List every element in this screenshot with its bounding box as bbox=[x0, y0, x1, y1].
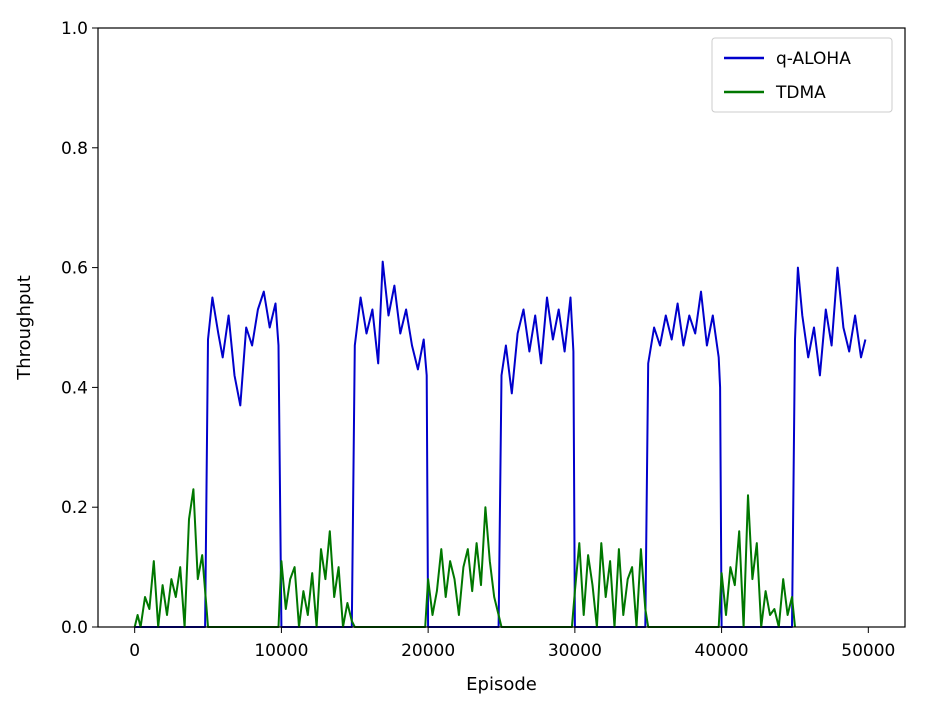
y-tick-label: 0.2 bbox=[61, 498, 88, 518]
y-tick-label: 0.0 bbox=[61, 618, 88, 638]
y-tick-label: 0.4 bbox=[61, 378, 88, 398]
legend-box bbox=[711, 37, 893, 113]
x-axis-ticks: 0 10000 20000 30000 40000 50000 bbox=[129, 627, 895, 661]
legend-label: q-ALOHA bbox=[776, 49, 851, 69]
series-line-tdma bbox=[133, 488, 796, 628]
legend-label: TDMA bbox=[775, 83, 826, 103]
x-tick-label: 20000 bbox=[401, 641, 455, 661]
series-line-q-aloha bbox=[134, 260, 867, 628]
x-axis-label: Episode bbox=[466, 674, 537, 695]
plot-frame bbox=[97, 27, 906, 628]
x-tick-label: 50000 bbox=[841, 641, 895, 661]
y-axis-ticks: 0.0 0.2 0.4 0.6 0.8 1.0 bbox=[61, 19, 98, 638]
x-tick-label: 10000 bbox=[254, 641, 308, 661]
y-tick-label: 0.8 bbox=[61, 139, 88, 159]
x-tick-label: 0 bbox=[129, 641, 140, 661]
x-tick-label: 30000 bbox=[548, 641, 602, 661]
y-tick-label: 1.0 bbox=[61, 19, 88, 39]
y-tick-label: 0.6 bbox=[61, 259, 88, 279]
y-axis-label: Throughput bbox=[14, 275, 35, 381]
legend: q-ALOHA TDMA bbox=[711, 37, 893, 113]
x-tick-label: 40000 bbox=[695, 641, 749, 661]
series-layer bbox=[133, 260, 867, 628]
